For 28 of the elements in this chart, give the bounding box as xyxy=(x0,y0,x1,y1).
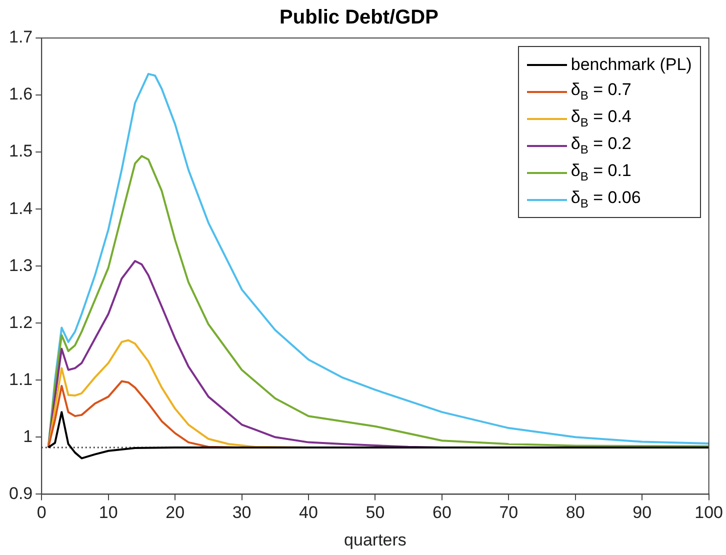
y-tick-label: 1 xyxy=(23,426,33,446)
legend-label: δ$_{B}$ = 0.2 xyxy=(570,134,632,157)
chart-title: Public Debt/GDP xyxy=(280,6,438,29)
legend-label: δ$_{B}$ = 0.1 xyxy=(570,161,632,184)
x-tick-label: 90 xyxy=(632,503,652,522)
y-tick-label: 1.5 xyxy=(8,142,33,161)
x-tick-label: 40 xyxy=(299,503,318,522)
legend-label: δ$_{B}$ = 0.7 xyxy=(570,80,632,103)
x-tick-label: 30 xyxy=(232,503,252,522)
y-tick-label: 0.9 xyxy=(8,484,33,503)
y-tick-label: 1.7 xyxy=(8,28,33,47)
x-tick-label: 10 xyxy=(98,503,118,522)
x-tick-label: 0 xyxy=(36,503,46,522)
x-tick-label: 50 xyxy=(366,503,385,522)
legend-label: δ$_{B}$ = 0.06 xyxy=(570,188,641,211)
x-tick-label: 70 xyxy=(499,503,518,522)
x-tick-label: 80 xyxy=(566,503,585,522)
x-tick-label: 60 xyxy=(432,503,452,522)
legend-label: benchmark (PL) xyxy=(570,54,692,74)
y-tick-label: 1.3 xyxy=(8,256,33,275)
x-tick-label: 100 xyxy=(694,503,724,522)
y-tick-label: 1.2 xyxy=(8,312,33,332)
y-tick-label: 1.4 xyxy=(8,198,33,218)
y-tick-label: 1.1 xyxy=(8,370,33,389)
x-tick-label: 20 xyxy=(166,503,185,522)
y-tick-label: 1.6 xyxy=(8,84,33,104)
legend-label: δ$_{B}$ = 0.4 xyxy=(570,107,632,130)
x-axis-title: quarters xyxy=(344,530,406,550)
